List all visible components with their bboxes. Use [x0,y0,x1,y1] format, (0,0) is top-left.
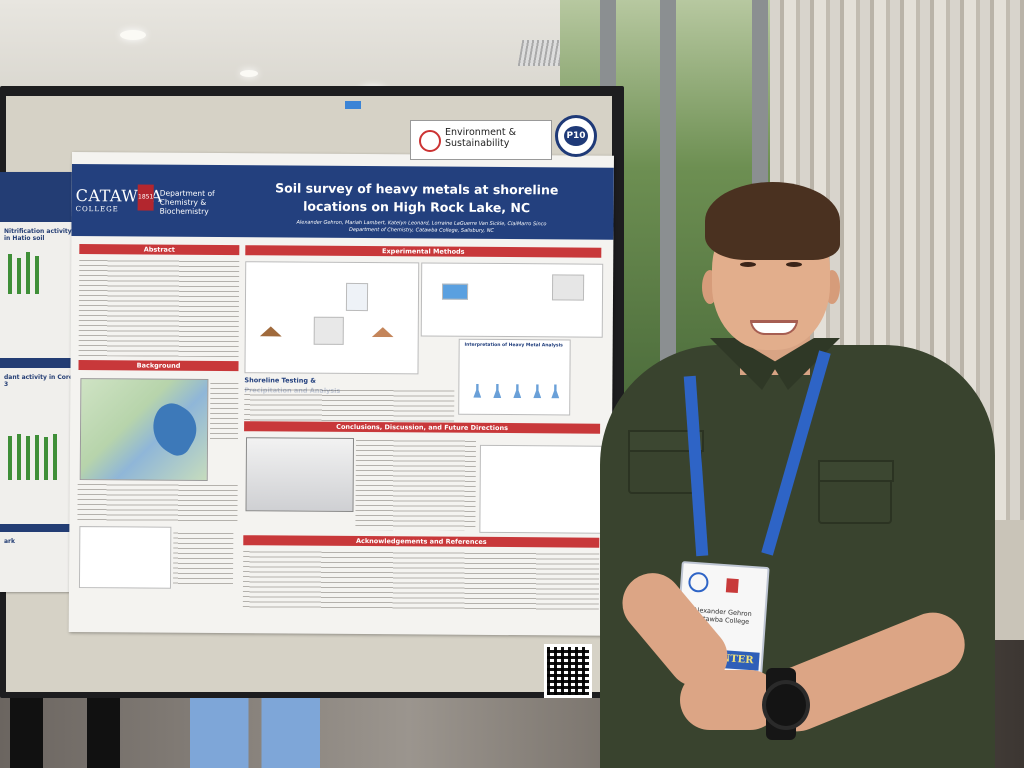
instrument-icon [551,274,585,301]
adjacent-poster-heading: dant activity in Core-3 [4,374,76,388]
presenter-person: Alexander Gehron Catawba College PRESENT… [590,170,1010,768]
methods-equipment [420,262,604,338]
oven-icon [313,316,344,345]
adjacent-poster: Nitrification activity in Hatio soil dan… [0,172,80,592]
watch-icon [762,680,810,730]
section-shoreline: Shoreline Testing & Precipitation and An… [244,376,340,395]
map-legend [209,380,239,442]
research-poster: CATAWBA COLLEGE 1851 Department of Chemi… [68,152,614,636]
flask-icon [533,384,541,398]
pocket-flap [628,430,704,452]
section-metal-analysis: Interpretation of Heavy Metal Analysis [461,341,566,351]
section-conclusions: Conclusions, Discussion, and Future Dire… [244,421,601,434]
adjacent-poster-divider [0,358,80,368]
ceiling-light [240,70,258,77]
flask-icon [513,384,521,398]
background-text [77,482,238,524]
instrument-photo [245,437,355,512]
acknowledgements-text [242,549,600,612]
adjacent-poster-header [0,172,80,222]
poster-number-badge: P10 [555,115,597,157]
conference-logo [687,571,710,593]
section-methods: Experimental Methods [245,245,602,258]
pocket-flap [818,460,894,482]
topic-label: Environment & Sustainability [445,127,517,149]
section-abstract: Abstract [79,244,240,256]
smile [750,320,798,335]
jar-icon [345,282,369,312]
conclusions-text [355,437,477,531]
figure-panel [78,526,172,589]
figure-caption [172,530,234,586]
lake-map [79,378,209,481]
department-name: Department of Chemistry & Biochemistry [159,188,215,216]
lake-shape [142,397,206,461]
badge-college-seal [725,578,739,594]
hair [705,182,840,260]
poster-number: P10 [564,126,588,146]
window-mullion [660,0,676,420]
poster-authors: Alexander Gehron, Mariah Lambert, Kately… [241,219,601,236]
adjacent-bar-chart [0,244,80,294]
section-background: Background [78,360,239,372]
qr-code [544,644,592,698]
adjacent-poster-footer: ark [4,538,15,545]
flask-icon [551,384,559,398]
abstract-text [78,258,240,358]
soil-sample-icon [260,326,282,336]
right-eye [786,262,802,267]
left-eye [740,262,756,267]
metal-analysis-figure: Interpretation of Heavy Metal Analysis [458,338,571,416]
flask-icon [473,384,481,398]
hotplate-icon [441,283,469,300]
adjacent-bar-chart [0,430,80,480]
adjacent-poster-divider [0,524,80,532]
right-pocket [818,460,894,524]
soil-sample-icon [372,327,394,337]
section-acknowledgements: Acknowledgements and References [243,535,600,548]
flask-icon [493,384,501,398]
methods-workflow [244,261,420,375]
poster-title: Soil survey of heavy metals at shoreline… [275,180,559,216]
speciation-diagram [479,444,602,534]
blue-tape [345,101,361,109]
college-seal: 1851 [137,184,154,211]
poster-header: CATAWBA COLLEGE 1851 Department of Chemi… [71,163,614,240]
adjacent-poster-heading: Nitrification activity in Hatio soil [4,228,72,242]
ceiling-light [120,30,146,40]
sustainability-icon [419,130,441,152]
shoreline-text [244,387,455,423]
affiliation: Department of Chemistry, Catawba College… [348,226,494,234]
topic-card: Environment & Sustainability [410,120,552,160]
